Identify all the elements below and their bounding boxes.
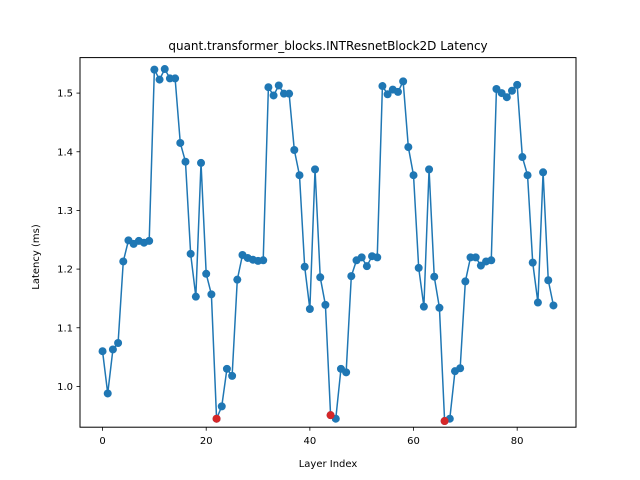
data-point	[176, 138, 185, 147]
data-point	[191, 292, 200, 301]
y-tick-label: 1.1	[57, 323, 73, 334]
x-tick-label: 20	[200, 436, 213, 447]
x-axis-label: Layer Index	[299, 459, 358, 470]
data-point	[264, 83, 273, 92]
data-point	[316, 273, 325, 282]
x-tick-label: 60	[407, 436, 420, 447]
y-axis-label: Latency (ms)	[31, 224, 42, 290]
chart-title: quant.transformer_blocks.INTResnetBlock2…	[168, 39, 487, 53]
data-point	[362, 262, 371, 271]
x-tick-label: 80	[511, 436, 524, 447]
data-point	[383, 90, 392, 99]
data-point	[285, 89, 294, 98]
data-point	[269, 91, 278, 100]
data-point	[171, 74, 180, 83]
data-point	[357, 253, 366, 262]
data-point	[539, 168, 548, 177]
y-tick-label: 1.5	[57, 89, 73, 100]
data-point	[119, 257, 128, 266]
data-point	[399, 77, 408, 86]
data-point	[549, 301, 558, 310]
data-point	[160, 65, 169, 74]
data-point	[311, 165, 320, 174]
data-point	[414, 263, 423, 272]
data-point	[300, 262, 309, 271]
data-point	[114, 339, 123, 348]
data-point	[259, 256, 268, 265]
highlight-point	[326, 411, 335, 420]
data-point	[409, 171, 418, 180]
plot-area	[98, 65, 558, 426]
data-point	[373, 253, 382, 262]
data-point	[435, 303, 444, 312]
data-point	[197, 158, 206, 167]
x-axis-ticks: 0 20 40 60 80	[99, 427, 524, 447]
data-point	[321, 300, 330, 309]
data-point	[404, 143, 413, 152]
data-point	[393, 87, 402, 96]
data-point	[155, 75, 164, 84]
y-tick-label: 1.2	[57, 265, 73, 276]
data-point	[186, 249, 195, 258]
data-point	[518, 153, 527, 162]
data-point	[217, 402, 226, 411]
data-point	[295, 171, 304, 180]
data-point	[98, 347, 107, 356]
data-point	[528, 258, 537, 267]
data-point	[430, 272, 439, 281]
data-point	[207, 290, 216, 299]
y-tick-label: 1.0	[57, 382, 73, 393]
data-point	[150, 65, 159, 74]
data-point	[342, 368, 351, 377]
data-point	[233, 275, 242, 284]
highlight-point	[440, 417, 449, 426]
axes-frame	[79, 57, 577, 428]
data-point	[108, 345, 117, 354]
data-point	[228, 371, 237, 380]
data-point	[202, 269, 211, 278]
data-point	[181, 157, 190, 166]
data-point	[502, 93, 511, 102]
y-tick-label: 1.3	[57, 206, 73, 217]
data-point	[533, 298, 542, 307]
data-point	[487, 256, 496, 265]
y-axis-ticks: 1.0 1.1 1.2 1.3 1.4 1.5	[57, 89, 80, 393]
data-point	[507, 86, 516, 95]
data-point	[544, 276, 553, 285]
data-point	[290, 146, 299, 154]
data-point	[513, 80, 522, 89]
highlight-point	[212, 414, 221, 423]
y-tick-label: 1.4	[57, 147, 73, 158]
data-point	[274, 81, 283, 90]
data-point	[419, 302, 428, 311]
series-line-0	[101, 68, 555, 422]
data-point	[305, 304, 314, 313]
data-point	[523, 171, 532, 180]
data-point	[145, 236, 154, 245]
data-point	[425, 165, 434, 174]
data-point	[103, 389, 112, 398]
x-tick-label: 0	[99, 436, 105, 447]
data-point	[456, 364, 465, 373]
data-point	[347, 272, 356, 281]
data-point	[461, 277, 470, 286]
x-tick-label: 40	[303, 436, 316, 447]
data-point	[222, 364, 231, 373]
data-point	[378, 82, 387, 91]
data-point	[471, 253, 480, 262]
